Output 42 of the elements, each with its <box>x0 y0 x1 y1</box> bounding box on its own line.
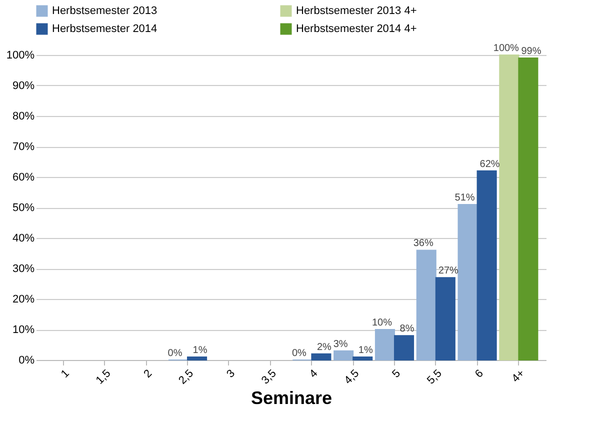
y-tick-label: 10% <box>12 324 35 336</box>
y-tick-label: 30% <box>12 263 35 275</box>
y-tick-label: 0% <box>18 354 35 366</box>
y-tick-label: 70% <box>12 141 35 153</box>
y-tick-label: 60% <box>12 172 35 184</box>
y-tick-label: 90% <box>12 80 35 92</box>
y-tick-label: 100% <box>6 50 35 62</box>
y-tick-label: 50% <box>12 202 35 214</box>
legend-label: Herbstsemester 2013 4+ <box>296 5 417 17</box>
data-label: 1% <box>192 344 208 356</box>
data-label: 0% <box>292 348 307 359</box>
data-label: 36% <box>413 238 434 250</box>
y-tick-label: 80% <box>12 110 35 122</box>
x-tick-label: 5 <box>390 368 403 380</box>
data-label: 1% <box>358 344 373 356</box>
x-tick-label: 6 <box>472 368 486 380</box>
x-tick-label: 4 <box>307 368 320 380</box>
x-tick-label: 2 <box>142 368 155 380</box>
y-tick-label: 40% <box>12 232 35 244</box>
x-tick-label: 1 <box>58 368 72 380</box>
data-label: 8% <box>400 324 414 335</box>
x-tick-label: 3,5 <box>259 368 279 387</box>
legend-label: Herbstsemester 2013 <box>52 5 158 17</box>
data-label: 51% <box>454 192 475 204</box>
x-tick-label: 3 <box>224 368 238 380</box>
data-label: 27% <box>438 266 459 277</box>
legend-label: Herbstsemester 2014 4+ <box>296 23 417 35</box>
data-label: 10% <box>372 318 392 328</box>
data-label: 99% <box>521 46 542 58</box>
x-tick-label: 1,5 <box>94 368 114 387</box>
x-tick-label: 5,5 <box>425 368 444 387</box>
x-tick-label: 4+ <box>510 368 528 385</box>
x-axis-title: Seminare <box>250 388 332 408</box>
data-label: 100% <box>493 43 520 54</box>
data-label: 62% <box>480 158 500 170</box>
x-tick-label: 2,5 <box>176 368 196 387</box>
data-label: 2% <box>316 342 332 353</box>
data-label: 0% <box>168 348 182 359</box>
legend-label: Herbstsemester 2014 <box>52 23 158 35</box>
x-tick-label: 4,5 <box>342 368 362 387</box>
data-label: 3% <box>333 338 348 350</box>
y-tick-label: 20% <box>12 294 35 306</box>
